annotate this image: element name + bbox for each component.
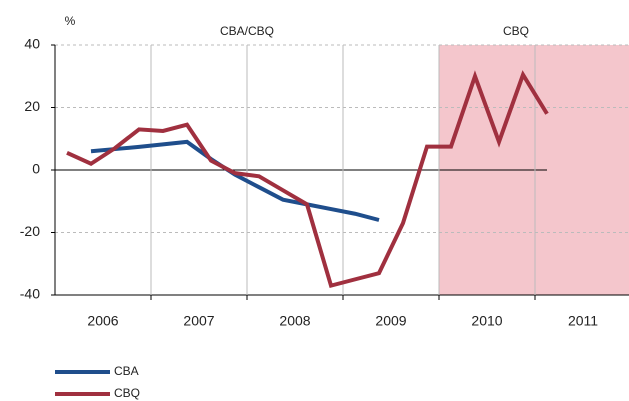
y-tick-label: -40 (20, 286, 40, 302)
legend-label: CBA (114, 364, 139, 378)
x-tick-label: 2010 (471, 313, 502, 329)
y-axis-label: % (65, 14, 76, 28)
region-label: CBQ (503, 24, 529, 38)
x-tick-label: 2007 (183, 313, 214, 329)
line-series (90, 139, 380, 222)
y-tick-label: -20 (20, 223, 40, 239)
x-tick-label: 2008 (279, 313, 310, 329)
legend-label: CBQ (114, 386, 140, 400)
x-tick-label: 2011 (568, 313, 598, 329)
line-series (66, 70, 549, 289)
x-tick-label: 2009 (375, 313, 406, 329)
region-label: CBA/CBQ (220, 24, 274, 38)
y-tick-label: 20 (24, 98, 40, 114)
y-tick-label: 0 (32, 161, 40, 177)
x-tick-label: 2006 (87, 313, 118, 329)
y-tick-label: 40 (24, 36, 40, 52)
